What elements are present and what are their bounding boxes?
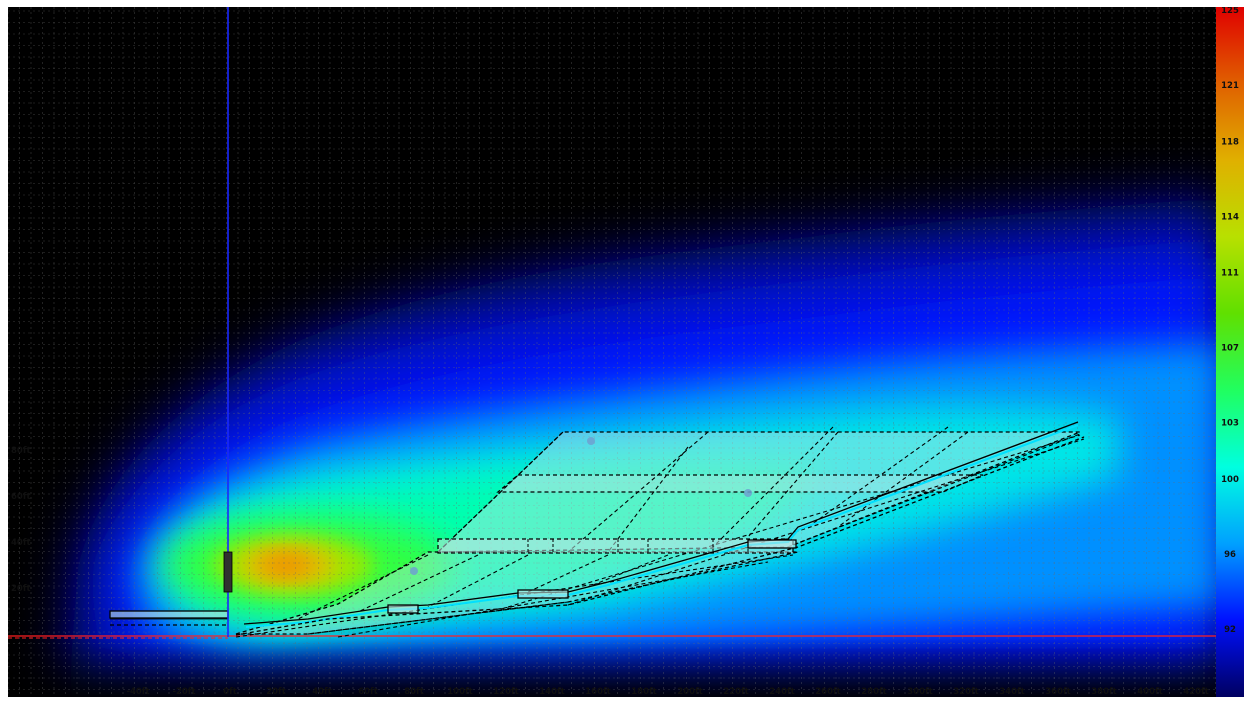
step-block-a[interactable] [387,604,419,614]
x-axis-label: 240ft [769,687,795,697]
riser-outer-dashed [235,436,1085,636]
upper-seating-plane[interactable] [436,431,1081,553]
x-axis-label: 280ft [861,687,887,697]
color-scale-label: 118 [1221,137,1239,147]
x-axis-label: -20ft [172,687,195,697]
seating-row-lines [235,426,1085,638]
color-scale-label: 107 [1221,344,1239,354]
x-axis-label: 360ft [1045,687,1071,697]
color-scale-label: 111 [1221,269,1239,279]
x-axis-label: -40ft [126,687,149,697]
x-axis-label: 140ft [539,687,565,697]
y-axis-label: 20ft [11,584,31,594]
x-axis-label: 220ft [723,687,749,697]
x-axis-label: 400ft [1137,687,1163,697]
x-axis-label: 160ft [585,687,611,697]
grid-lines [8,7,1216,697]
color-scale-labels: 125 121 118 114 111 107 103 100 96 92 [1221,7,1239,635]
color-scale-label: 96 [1224,550,1236,560]
upper-tier-band[interactable] [496,474,984,493]
x-axis-label: 100ft [447,687,473,697]
x-axis-label: 300ft [907,687,933,697]
x-axis-label: 260ft [815,687,841,697]
color-scale-label: 125 [1221,7,1239,16]
heat-layer-orange [260,554,312,576]
x-axis-label: 60ft [358,687,378,697]
loudspeaker-array[interactable] [223,551,233,593]
x-axis-label: 420ft [1183,687,1209,697]
color-scale-label: 121 [1221,81,1239,91]
color-scale-bar [1216,7,1244,697]
color-scale-label: 92 [1224,625,1236,635]
x-axis-label: 200ft [677,687,703,697]
audience-structure[interactable] [109,421,1085,638]
x-axis-label: 120ft [493,687,519,697]
x-axis-label: 320ft [953,687,979,697]
color-scale-label: 103 [1221,419,1239,429]
listener-marker-2[interactable] [744,489,752,497]
x-axis-label: 180ft [631,687,657,697]
color-scale-label: 100 [1221,475,1239,485]
listener-marker-1[interactable] [587,437,595,445]
balcony-rail-posts [527,539,749,553]
x-axis-label: 340ft [999,687,1025,697]
x-axis-label: 0ft [223,687,237,697]
x-axis-label: 40ft [312,687,332,697]
x-axis-labels: -40ft -20ft 0ft 20ft 40ft 60ft 80ft 100ft 120ft 1… [126,687,1208,697]
x-axis-label: 20ft [266,687,286,697]
color-scale-legend: 125 121 118 114 111 107 103 100 96 92 [1216,7,1244,697]
step-block-c[interactable] [747,539,797,549]
y-axis-label: 40ft [11,538,31,548]
y-axis-label: 60ft [11,492,31,502]
y-axis-label: 80ft [11,446,31,456]
y-axis-labels: 20ft 40ft 60ft 80ft [11,446,31,594]
spl-heatmap-plot[interactable]: -40ft -20ft 0ft 20ft 40ft 60ft 80ft 100ft 120ft 1… [8,7,1216,697]
listener-markers[interactable] [410,437,752,575]
x-axis-label: 80ft [404,687,424,697]
spl-heatmap [8,197,1216,697]
x-axis-label: 380ft [1091,687,1117,697]
stage-platform[interactable] [109,610,229,619]
balcony-front-rail[interactable] [437,538,794,554]
color-scale-label: 114 [1221,212,1239,222]
step-block-b[interactable] [517,589,569,599]
listener-marker-3[interactable] [410,567,418,575]
floor-shadow [8,637,1216,697]
